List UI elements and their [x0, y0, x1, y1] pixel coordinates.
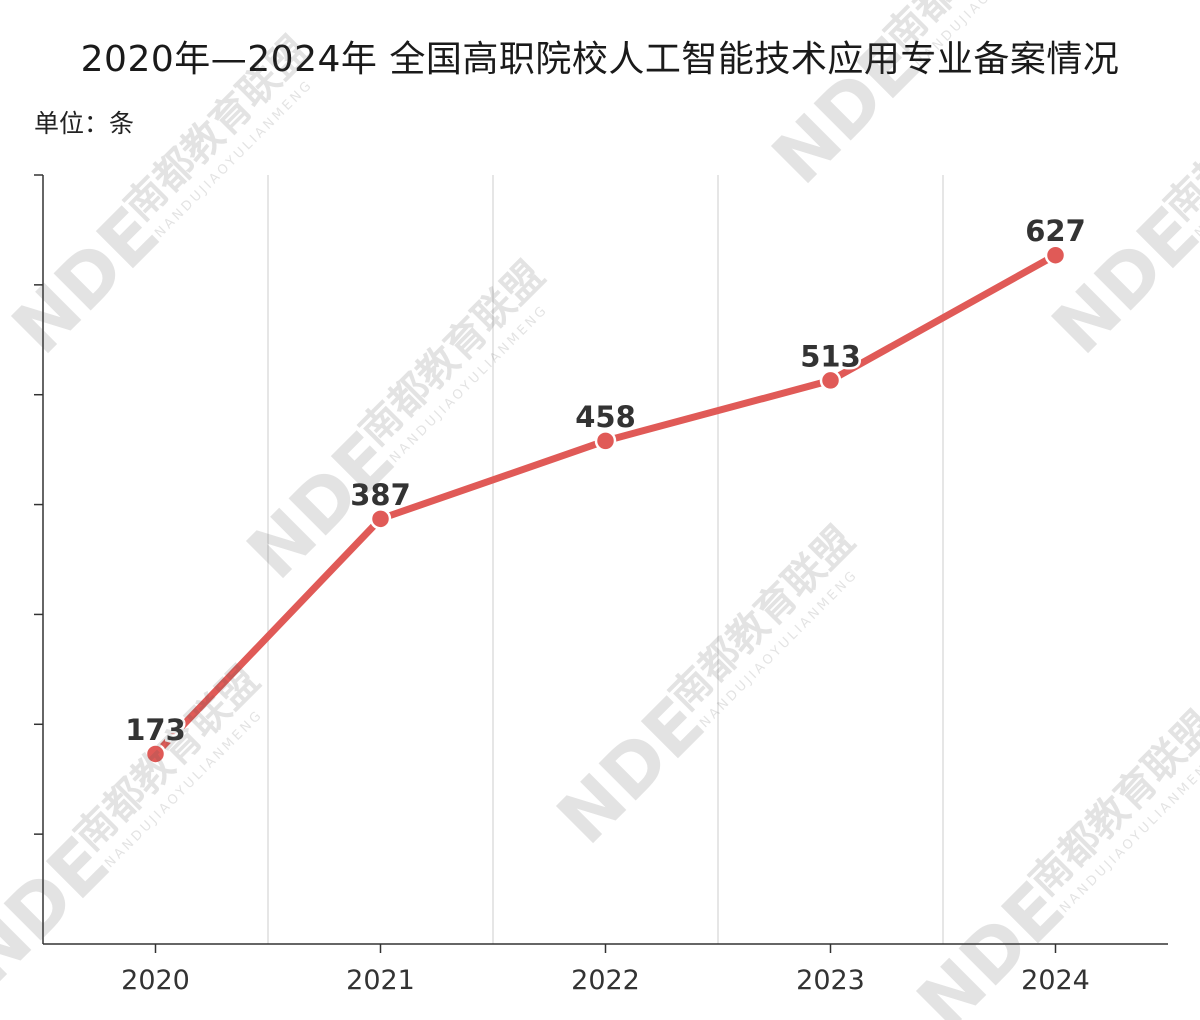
x-tick-label: 2020: [121, 965, 190, 996]
watermark-cn: 南都教育联盟: [1156, 28, 1200, 230]
data-label: 458: [575, 400, 636, 434]
data-point: [144, 743, 167, 765]
grid-lines: [267, 175, 944, 944]
x-tick-label: 2023: [796, 965, 865, 996]
x-tick-labels: 2020 2021 2022 2023 2024: [121, 965, 1090, 996]
watermark-cn: 南都教育联盟: [351, 253, 553, 455]
data-point: [819, 369, 842, 392]
watermark-cn: 南都教育联盟: [116, 28, 318, 230]
x-tick-label: 2024: [1021, 965, 1090, 996]
chart-title: 2020年—2024年 全国高职院校人工智能技术应用专业备案情况: [80, 39, 1120, 80]
data-label: 627: [1025, 214, 1086, 248]
unit-label: 单位：条: [34, 109, 135, 138]
data-label: 173: [125, 713, 186, 747]
watermark-cn: 南都教育联盟: [66, 658, 268, 860]
watermark-cn: 南都教育联盟: [661, 518, 863, 720]
data-point: [594, 430, 617, 452]
axes: [34, 174, 1168, 953]
data-point: [1044, 244, 1067, 266]
data-point: [369, 508, 392, 530]
x-tick-label: 2022: [571, 965, 640, 996]
data-label: 513: [800, 339, 861, 373]
data-label: 387: [350, 478, 411, 512]
x-tick-label: 2021: [346, 965, 415, 996]
data-markers: 173 387 458 513 627: [123, 212, 1088, 765]
